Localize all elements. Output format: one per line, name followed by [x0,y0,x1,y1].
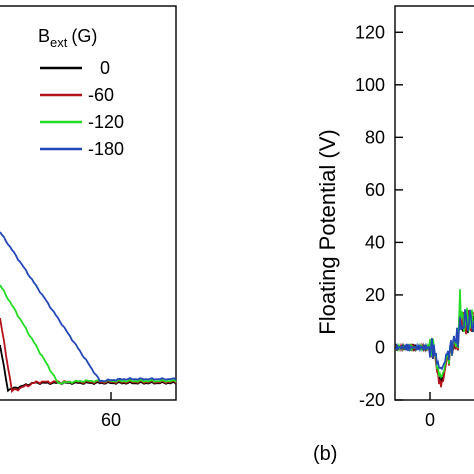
legend-label: -60 [88,85,114,105]
panel-b-series-neg120 [395,289,474,379]
legend-title: Bext (G) [38,26,97,50]
panel-b-y-tick-label: 120 [355,22,385,42]
panel-b-x-ticks: 0 [425,392,435,430]
panel-b-y-tick-label: 0 [375,337,385,357]
legend-label: -180 [88,139,124,159]
panel-b-frame [394,5,474,401]
panel-a-frame [0,5,177,401]
panel-b-y-tick-label: -20 [359,390,385,410]
panel-a-legend: Bext (G) 0 -60 -120 -180 [38,26,124,159]
panel-a: 60 Bext (G) 0 -60 -120 -180 [0,5,177,430]
panel-b-y-ticks: 120 100 80 60 40 20 0 -20 [355,22,403,410]
panel-a-curves [0,231,177,394]
panel-label-b: (b) [313,443,337,465]
panel-b-y-tick-label: 100 [355,75,385,95]
panel-b-y-tick-label: 40 [365,232,385,252]
legend-label: 0 [100,58,110,78]
panel-b-y-tick-label: 80 [365,127,385,147]
panel-b-x-tick-label: 0 [425,410,435,430]
panel-a-series-0 [0,344,177,393]
panel-b-y-tick-label: 20 [365,285,385,305]
panel-a-series-neg120 [0,284,177,385]
panel-b-curves [395,289,474,388]
y-axis-title: Floating Potential (V) [315,129,340,334]
panel-a-x-ticks: 60 [101,392,121,430]
panel-a-x-tick-label: 60 [101,410,121,430]
legend-items: 0 -60 -120 -180 [40,58,124,159]
panel-b-series-neg180 [395,309,474,371]
panel-b: 120 100 80 60 40 20 0 -20 0 Floating Potential … [313,5,474,465]
panel-a-series-neg180 [0,231,177,383]
panel-b-y-tick-label: 60 [365,180,385,200]
legend-label: -120 [88,112,124,132]
